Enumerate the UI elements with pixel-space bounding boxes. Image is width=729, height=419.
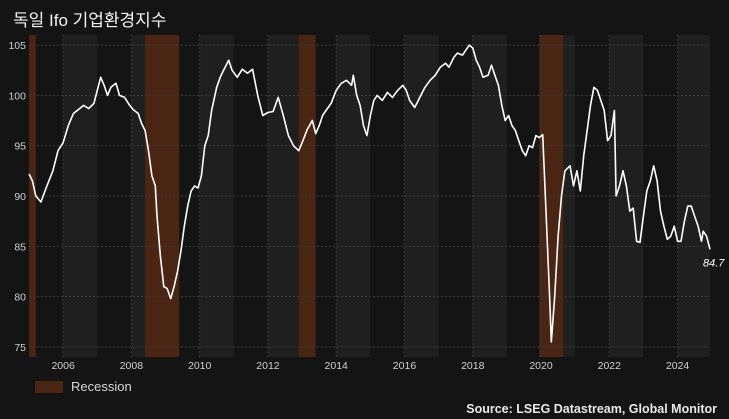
recession-band [539,35,564,357]
y-tick-label: 85 [14,241,26,253]
year-band [370,35,405,357]
y-tick-label: 100 [8,90,26,102]
series-line [28,44,711,343]
y-tick-label: 105 [8,40,26,52]
x-tick-label: 2016 [393,360,417,372]
x-tick-label: 2018 [461,360,485,372]
year-band [575,35,610,357]
x-tick-label: 2024 [666,360,690,372]
x-tick-label: 2014 [325,360,349,372]
grid-lines [29,35,710,357]
recession-band [298,35,316,357]
x-tick-label: 2006 [51,360,75,372]
x-tick-label: 2020 [529,360,553,372]
x-tick-label: 2008 [120,360,144,372]
year-band [63,35,98,357]
recession-legend-swatch [35,380,63,393]
year-band [506,35,542,357]
year-band [438,35,473,357]
y-tick-label: 90 [14,191,26,203]
recession-shading [29,35,564,357]
y-axis-ticks: 75 80 85 90 95 100 105 [8,40,26,354]
source-note: Source: LSEG Datastream, Global Monitor [466,402,717,416]
x-axis-ticks: 2006 2008 2010 2012 2014 2016 2018 2020 2022 2024 [51,360,689,372]
recession-legend-label: Recession [71,379,132,394]
year-band [199,35,234,357]
y-tick-label: 75 [14,342,26,354]
legend: Recession [35,379,132,394]
chart-title: 독일 Ifo 기업환경지수 [13,11,167,30]
y-tick-label: 80 [14,292,26,304]
recession-band [29,35,36,357]
y-tick-label: 95 [14,141,26,153]
x-tick-label: 2022 [598,360,622,372]
last-value-label: 84.7 [703,257,725,269]
year-band [643,35,678,357]
x-tick-label: 2010 [188,360,212,372]
x-tick-label: 2012 [256,360,280,372]
